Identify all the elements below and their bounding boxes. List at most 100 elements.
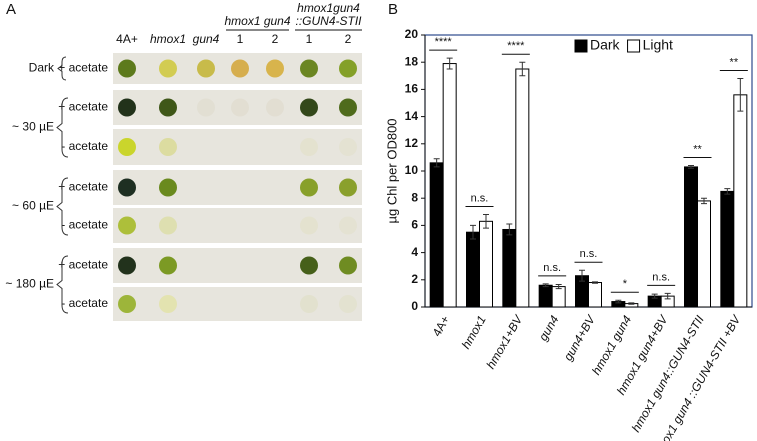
y-tick-label: 18 [405, 54, 419, 68]
condition-label: ~ 180 µE [5, 277, 54, 291]
error-bar [724, 188, 731, 195]
bar [538, 284, 553, 308]
legend-label: Light [643, 37, 673, 53]
error-bar [506, 223, 513, 236]
subcolumn-header: 1 [237, 32, 244, 46]
group-header: ::GUN4-STII [295, 14, 362, 28]
significance-label: ** [693, 143, 702, 155]
bar [502, 228, 517, 308]
colony-spot [300, 295, 318, 313]
y-tick-label: 0 [411, 299, 418, 313]
error-bar [628, 302, 635, 305]
y-axis-label: µg Chl per OD800 [384, 118, 399, 223]
column-header: 4A+ [116, 32, 138, 46]
y-tick-label: 8 [411, 190, 418, 204]
column-header: gun4 [193, 32, 220, 46]
row-label: + acetate [58, 61, 108, 75]
y-tick-label: 16 [405, 82, 419, 96]
subcolumn-header: 1 [306, 32, 313, 46]
condition-label: Dark [29, 61, 55, 75]
bar [733, 94, 748, 308]
error-bar [483, 214, 489, 229]
error-bar [737, 78, 744, 112]
condition-label: ~ 30 µE [12, 120, 54, 134]
y-tick-label: 10 [405, 163, 419, 177]
bar [515, 68, 530, 308]
colony-spot [339, 98, 357, 117]
bar [684, 166, 698, 308]
error-bar [664, 292, 671, 300]
colony-spot [300, 138, 318, 156]
colony-spot [231, 98, 249, 117]
x-tick-label: gun4 [536, 313, 562, 343]
colony-spot [339, 216, 357, 235]
brace [56, 177, 69, 236]
y-tick-label: 14 [405, 109, 419, 123]
bar [479, 220, 493, 308]
significance-label: **** [507, 40, 525, 52]
bar [720, 190, 735, 308]
error-bar [519, 61, 526, 77]
x-tick-label: 4A+ [430, 313, 453, 339]
error-bar [470, 224, 476, 240]
colony-spot [300, 59, 318, 78]
colony-spot [339, 256, 357, 275]
plate-strip [113, 170, 362, 205]
colony-spot [300, 98, 318, 117]
row-label: + acetate [58, 258, 108, 272]
colony-spot [118, 178, 136, 197]
significance-label: n.s. [580, 248, 598, 260]
error-bar [433, 158, 440, 168]
subcolumn-header: 2 [272, 32, 279, 46]
colony-spot [118, 216, 136, 235]
colony-spot [159, 98, 177, 117]
colony-spot [159, 216, 177, 235]
x-tick-label: gun4+BV [561, 312, 598, 363]
plate-strip [113, 208, 362, 243]
subcolumn-header: 2 [345, 32, 352, 46]
panel-label: B [388, 1, 398, 18]
condition-label: ~ 60 µE [12, 199, 54, 213]
x-tick-label: hmox1 [459, 313, 489, 351]
group-header: hmox1 gun4 [224, 14, 290, 28]
significance-label: n.s. [471, 192, 489, 204]
column-header: hmox1 [150, 32, 186, 46]
legend-swatch [627, 39, 641, 53]
colony-spot [300, 216, 318, 235]
colony-spot [118, 59, 136, 78]
y-tick-label: 12 [405, 136, 419, 150]
x-tick-label: hmox1+BV [484, 312, 526, 371]
colony-spot [339, 178, 357, 197]
colony-spot [231, 59, 249, 78]
significance-label: ** [730, 56, 739, 68]
colony-spot [159, 138, 177, 156]
colony-spot [159, 295, 177, 313]
error-bar [651, 293, 658, 299]
plate-strip [113, 248, 362, 283]
y-tick-label: 20 [405, 27, 419, 41]
colony-spot [118, 98, 136, 117]
colony-spot [300, 178, 318, 197]
row-label: - acetate [61, 139, 108, 153]
group-header: hmox1gun4 [297, 1, 360, 15]
row-label: - acetate [61, 296, 108, 310]
error-bar [688, 165, 694, 169]
error-bar [542, 283, 549, 288]
y-tick-label: 6 [411, 218, 418, 232]
brace [56, 97, 69, 158]
y-tick-label: 4 [411, 245, 418, 259]
plate-strip [113, 287, 362, 321]
bar [551, 286, 566, 308]
colony-spot [339, 138, 357, 156]
error-bar [579, 269, 585, 282]
colony-spot [159, 256, 177, 275]
significance-label: **** [435, 36, 453, 48]
colony-spot [197, 98, 215, 117]
colony-spot [197, 59, 215, 78]
colony-spot [266, 98, 284, 117]
bar [588, 282, 602, 308]
error-bar [555, 284, 562, 290]
brace [57, 56, 67, 81]
